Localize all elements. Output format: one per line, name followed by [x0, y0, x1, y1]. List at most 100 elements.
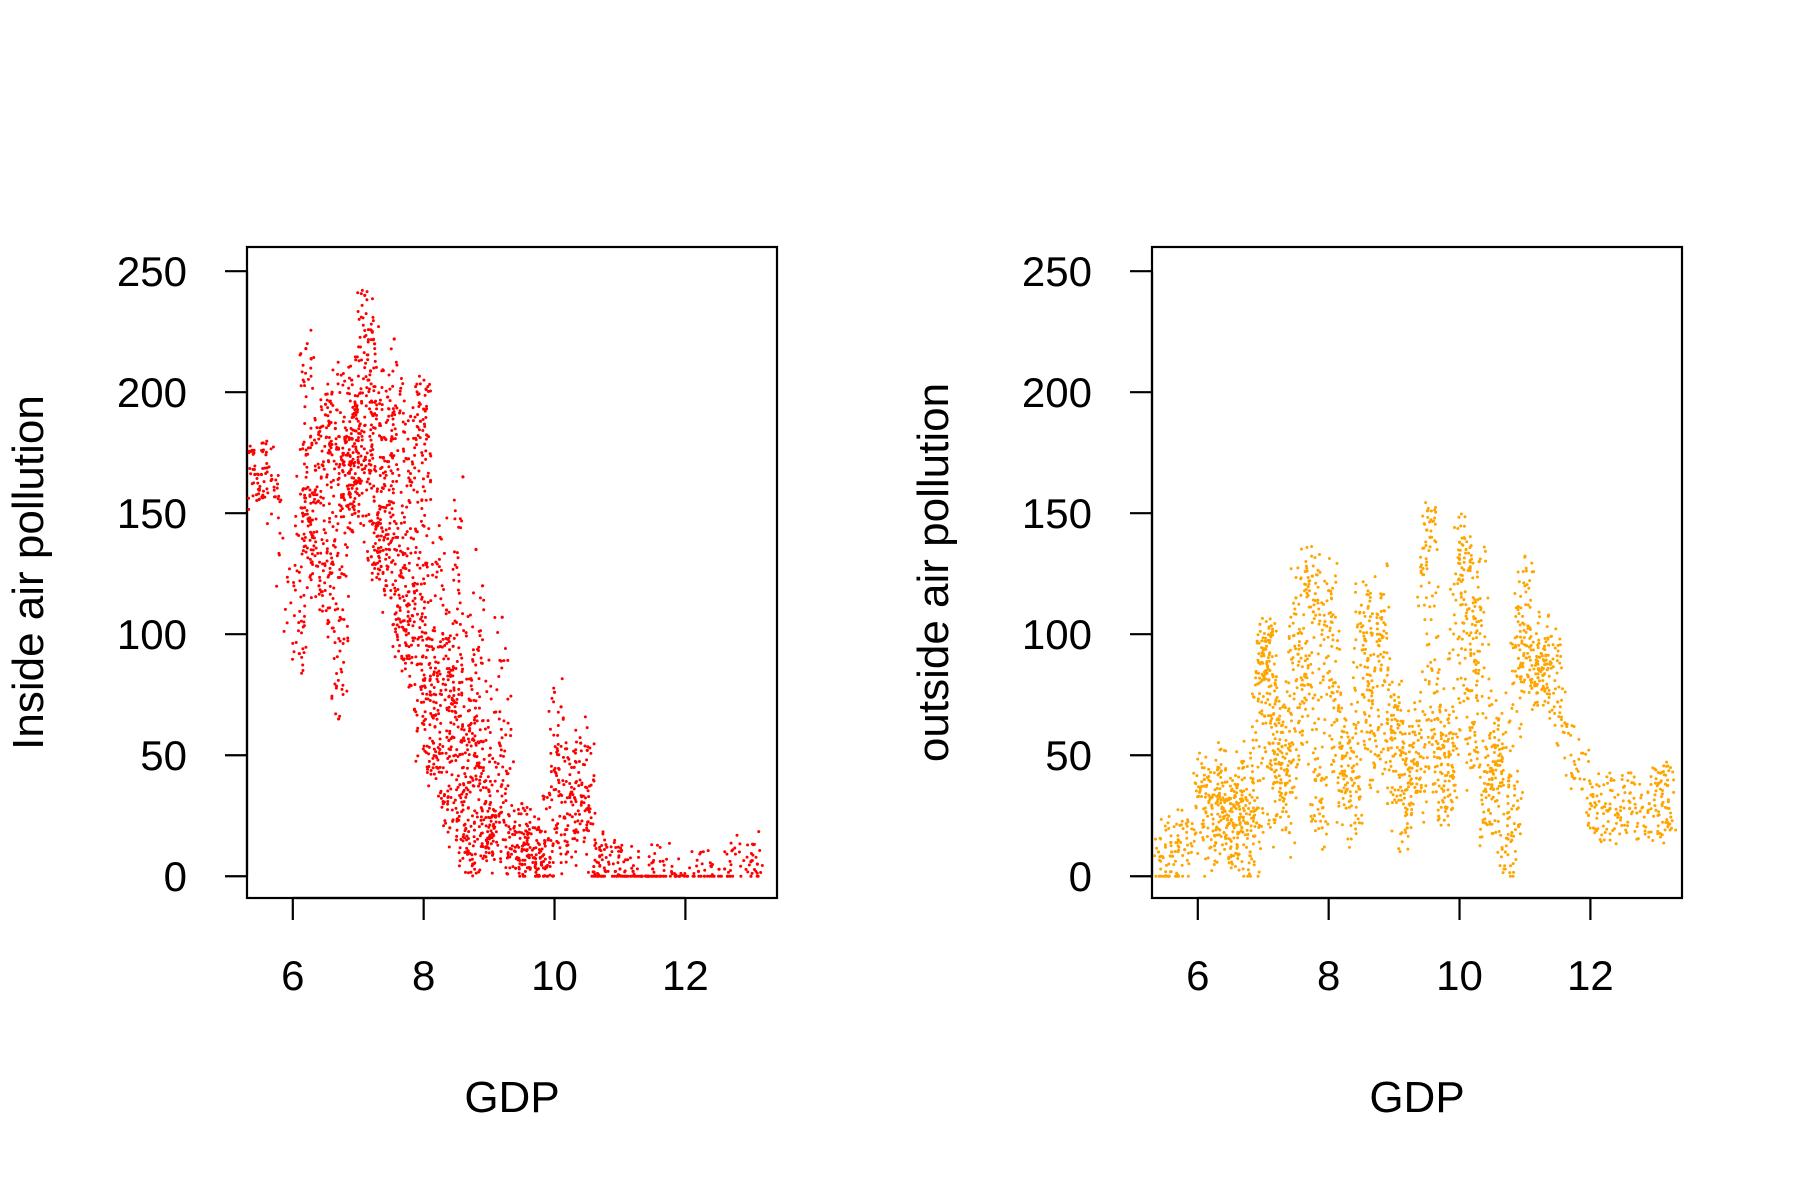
scatter-point [444, 821, 448, 825]
scatter-point [1666, 778, 1670, 782]
scatter-point [1537, 641, 1541, 645]
scatter-point [1452, 582, 1456, 586]
scatter-point [381, 610, 385, 614]
scatter-point [1530, 686, 1534, 690]
scatter-point [304, 645, 308, 649]
scatter-point [568, 773, 572, 777]
scatter-point [325, 473, 329, 477]
scatter-point [491, 852, 495, 856]
scatter-point [1194, 789, 1198, 793]
scatter-point [305, 342, 309, 346]
scatter-point [1342, 724, 1346, 728]
scatter-point [273, 495, 277, 499]
scatter-point [1510, 669, 1514, 673]
scatter-point [1439, 770, 1443, 774]
scatter-point [745, 855, 749, 859]
scatter-point [1531, 640, 1535, 644]
scatter-point [394, 630, 398, 634]
scatter-point [723, 867, 727, 871]
scatter-point [402, 619, 406, 623]
scatter-point [1469, 631, 1473, 635]
scatter-point [371, 338, 375, 342]
scatter-point [1275, 813, 1279, 817]
scatter-point [1297, 640, 1301, 644]
scatter-point [1201, 818, 1205, 822]
scatter-point [387, 556, 391, 560]
scatter-point [308, 538, 312, 542]
scatter-point [1221, 796, 1225, 800]
scatter-point [1478, 844, 1482, 848]
scatter-point [339, 455, 343, 459]
scatter-point [470, 814, 474, 818]
scatter-point [605, 845, 609, 849]
scatter-point [717, 867, 721, 871]
scatter-point [750, 859, 754, 863]
scatter-point [503, 749, 507, 753]
scatter-point [386, 395, 390, 399]
scatter-point [1192, 828, 1196, 832]
scatter-point [360, 468, 364, 472]
scatter-point [265, 462, 269, 466]
scatter-point [297, 651, 301, 656]
scatter-point [370, 486, 374, 490]
scatter-point [1159, 817, 1163, 821]
scatter-point [1212, 862, 1216, 866]
scatter-point [304, 448, 308, 452]
scatter-point [1437, 814, 1441, 818]
scatter-point [319, 476, 323, 480]
scatter-point [319, 425, 323, 429]
scatter-point [271, 445, 275, 449]
scatter-point [658, 859, 662, 863]
scatter-point [1300, 733, 1304, 737]
scatter-point [386, 418, 390, 422]
scatter-point [1316, 698, 1320, 702]
scatter-point [295, 532, 299, 536]
scatter-point [249, 472, 253, 476]
scatter-point [481, 857, 485, 861]
scatter-point [299, 595, 303, 599]
scatter-point [1218, 815, 1222, 819]
scatter-point [1313, 819, 1317, 823]
scatter-point [1462, 598, 1466, 602]
scatter-point [1376, 726, 1380, 730]
scatter-point [455, 718, 459, 722]
scatter-point [1416, 595, 1420, 599]
scatter-point [356, 419, 360, 423]
scatter-point [303, 421, 307, 425]
scatter-point [1202, 784, 1206, 788]
scatter-point [1389, 724, 1393, 728]
scatter-point [475, 815, 479, 819]
scatter-point [1250, 857, 1254, 861]
scatter-point [461, 667, 465, 671]
scatter-point [1427, 682, 1431, 686]
scatter-point [1370, 679, 1374, 683]
scatter-point [1399, 753, 1403, 757]
scatter-point [1291, 661, 1295, 665]
scatter-point [592, 864, 596, 869]
scatter-point [1488, 770, 1492, 774]
plot-frame [245, 245, 779, 900]
scatter-point [328, 592, 332, 596]
scatter-point [408, 478, 412, 482]
scatter-point [447, 784, 451, 788]
scatter-point [1177, 845, 1181, 849]
scatter-point [1257, 652, 1261, 656]
scatter-point [601, 832, 605, 836]
scatter-point [335, 671, 339, 675]
scatter-point [1169, 841, 1173, 845]
scatter-point [1273, 758, 1277, 762]
scatter-point [1488, 820, 1492, 824]
scatter-point [1484, 796, 1488, 800]
scatter-point [1658, 787, 1662, 791]
scatter-point [1285, 690, 1289, 694]
scatter-point [588, 784, 592, 788]
scatter-point [1456, 753, 1460, 757]
scatter-point [375, 513, 379, 517]
scatter-point [650, 843, 654, 847]
scatter-point [317, 437, 321, 441]
scatter-point [569, 800, 573, 804]
scatter-point [406, 419, 410, 423]
scatter-point [1332, 720, 1336, 724]
scatter-point [1478, 632, 1482, 636]
scatter-point [405, 654, 409, 658]
